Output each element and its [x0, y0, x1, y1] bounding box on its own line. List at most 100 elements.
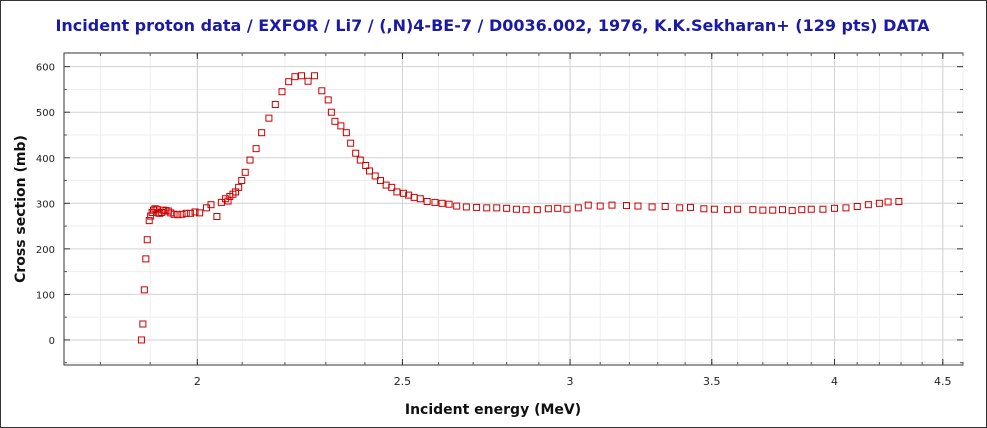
- y-tick-label: 500: [36, 108, 55, 119]
- data-point: [137, 336, 145, 344]
- x-axis-label: Incident energy (MeV): [405, 402, 581, 418]
- data-point: [271, 100, 279, 108]
- data-point: [388, 183, 396, 191]
- data-point: [453, 202, 461, 210]
- data-point: [759, 206, 767, 214]
- data-point: [217, 198, 225, 206]
- data-point: [182, 209, 190, 217]
- data-point: [493, 204, 501, 212]
- y-tick-label: 400: [36, 154, 55, 165]
- data-point: [779, 206, 787, 214]
- data-point: [366, 167, 374, 175]
- data-point: [265, 114, 273, 122]
- data-point: [196, 209, 204, 217]
- data-point: [143, 236, 151, 244]
- data-point: [142, 255, 150, 263]
- data-point: [393, 188, 401, 196]
- data-point: [318, 87, 326, 95]
- data-point: [596, 202, 604, 210]
- data-point: [285, 78, 293, 86]
- y-tick-label: 300: [36, 199, 55, 210]
- data-point: [462, 203, 470, 211]
- y-axis: 0 100 200 300 400 500 600: [36, 63, 963, 364]
- data-point: [304, 77, 312, 85]
- y-tick-label: 200: [36, 245, 55, 256]
- data-point: [337, 122, 345, 130]
- data-point: [687, 203, 695, 211]
- data-point: [140, 286, 148, 294]
- data-point: [584, 201, 592, 209]
- data-point: [445, 200, 453, 208]
- data-point: [362, 162, 370, 170]
- data-point: [623, 202, 631, 210]
- data-point: [634, 202, 642, 210]
- data-point: [734, 205, 742, 213]
- data-point: [213, 213, 221, 221]
- data-point: [864, 201, 872, 209]
- data-point: [178, 210, 186, 218]
- data-point: [139, 320, 147, 328]
- data-point: [522, 206, 530, 214]
- data-point: [700, 205, 708, 213]
- data-point: [298, 72, 306, 80]
- data-point: [533, 206, 541, 214]
- data-point: [238, 177, 246, 185]
- data-point: [875, 199, 883, 207]
- data-point: [544, 205, 552, 213]
- data-point: [291, 73, 299, 81]
- data-point: [563, 205, 571, 213]
- data-point: [241, 168, 249, 176]
- data-point: [710, 205, 718, 213]
- data-point: [331, 117, 339, 125]
- data-point: [483, 204, 491, 212]
- data-point: [503, 204, 511, 212]
- data-point: [676, 204, 684, 212]
- data-point: [554, 204, 562, 212]
- data-point: [416, 195, 424, 203]
- data-markers: [137, 72, 903, 344]
- data-point: [327, 108, 335, 116]
- data-point: [431, 198, 439, 206]
- data-point: [831, 204, 839, 212]
- data-point: [608, 201, 616, 209]
- data-point: [278, 88, 286, 96]
- data-point: [788, 207, 796, 215]
- data-point: [235, 183, 243, 191]
- data-point: [258, 129, 266, 137]
- data-point: [423, 197, 431, 205]
- chart-title: Incident proton data / EXFOR / Li7 / (,N…: [55, 16, 930, 35]
- data-point: [853, 202, 861, 210]
- data-point: [252, 145, 260, 153]
- data-point: [648, 203, 656, 211]
- data-point: [324, 96, 332, 104]
- data-point: [170, 210, 178, 218]
- data-point: [438, 199, 446, 207]
- data-point: [371, 172, 379, 180]
- data-point: [347, 139, 355, 147]
- data-point: [798, 206, 806, 214]
- data-point: [473, 203, 481, 211]
- y-tick-label: 600: [36, 63, 55, 74]
- data-point: [224, 197, 232, 205]
- data-point: [191, 208, 199, 216]
- data-point: [512, 205, 520, 213]
- data-point: [246, 156, 254, 164]
- data-point: [749, 206, 757, 214]
- data-point: [842, 204, 850, 212]
- data-point: [376, 177, 384, 185]
- x-tick-label: 2.5: [394, 375, 412, 388]
- data-point: [807, 205, 815, 213]
- data-point: [158, 208, 166, 216]
- x-tick-label: 2: [194, 375, 201, 388]
- y-axis-label: Cross section (mb): [13, 135, 29, 283]
- data-point: [207, 201, 215, 209]
- data-point: [174, 211, 182, 219]
- x-tick-label: 3: [567, 375, 574, 388]
- data-point: [186, 209, 194, 217]
- data-point: [311, 72, 319, 80]
- x-tick-label: 4.5: [934, 375, 952, 388]
- x-tick-label: 3.5: [703, 375, 721, 388]
- x-tick-label: 4: [831, 375, 838, 388]
- data-point: [723, 206, 731, 214]
